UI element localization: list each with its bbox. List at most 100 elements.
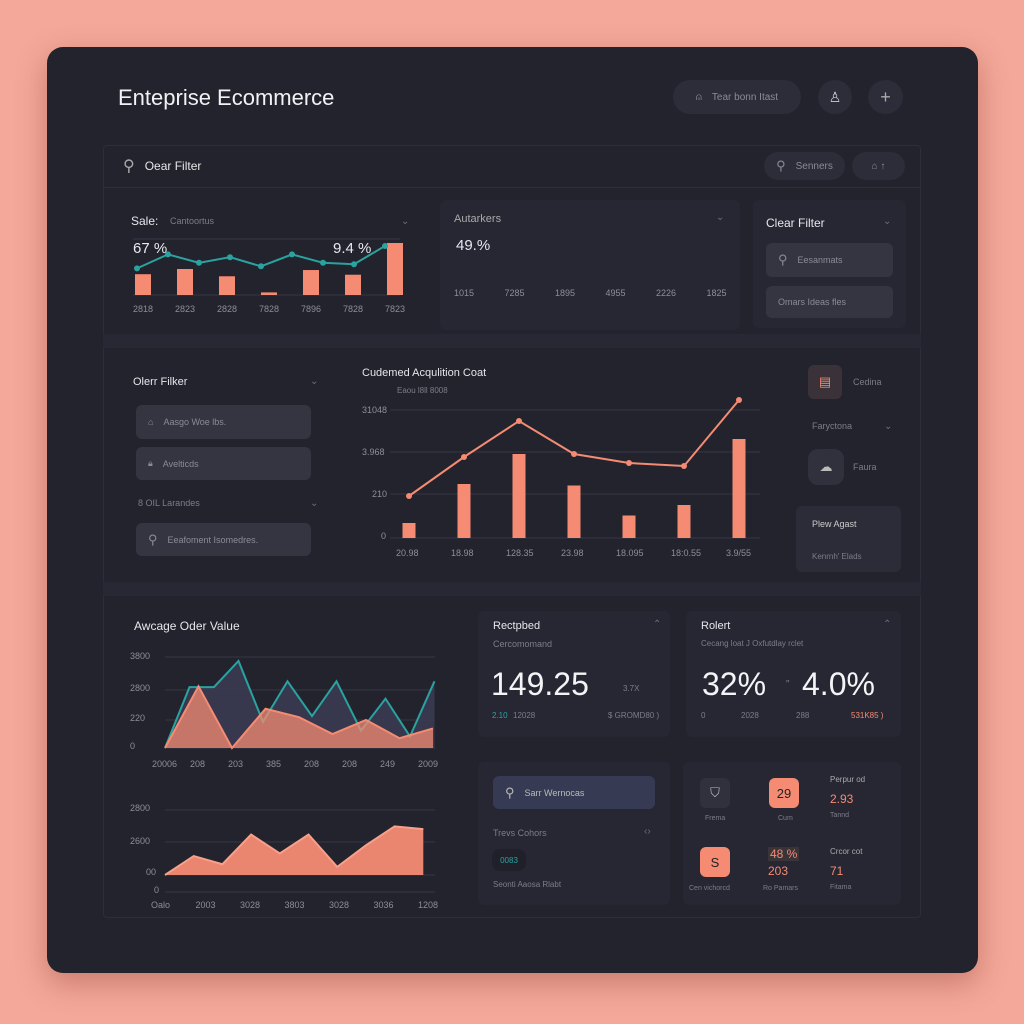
header-pill-button[interactable]: ⍝ Tear bonn Itast: [673, 80, 801, 114]
search-card-input[interactable]: ⚲ Sarr Wernocas: [493, 776, 655, 809]
clear-filter-search[interactable]: ⚲ Eesanmats: [766, 243, 893, 277]
stat-label: Cen vichorcd: [689, 885, 730, 892]
stat-label: Cum: [778, 815, 793, 822]
kpi-value-b: 4.0%: [802, 666, 875, 702]
cac-x-tick: 128.35: [506, 548, 534, 558]
right-item-2: Faura: [853, 462, 877, 472]
aov-y-tick: 0: [130, 741, 136, 751]
plew-agast-box[interactable]: Plew Agast Kenrnh' Elads: [796, 506, 901, 572]
bag-icon[interactable]: ⛉: [700, 778, 730, 808]
stat-label: Ro Pamars: [763, 885, 799, 892]
cac-x-tick: 18.095: [616, 548, 644, 558]
sales-line-point: [134, 265, 140, 272]
left-filter-field-1[interactable]: ⌂ Aasgo Woe lbs.: [136, 405, 311, 439]
stat-value: 2.93: [830, 792, 854, 806]
aov-lower-x-tick: 3036: [373, 900, 394, 910]
search-label: Senners: [795, 160, 833, 172]
left-filter-search[interactable]: ⚲ Eeafoment Isomedres.: [136, 523, 311, 556]
autarkers-x-tick: 4955: [605, 288, 626, 298]
search-button[interactable]: ⚲ Senners: [764, 152, 845, 180]
add-button[interactable]: +: [868, 80, 903, 114]
aov-lower-area: [165, 826, 424, 875]
sales-x-tick: 2818: [133, 304, 154, 314]
aov-x-tick: 385: [266, 759, 282, 769]
field-label: Omars Ideas fles: [778, 297, 847, 307]
left-filter-field-2[interactable]: 🔒︎ Avelticds: [136, 447, 311, 480]
drive-icon: ⌂: [148, 417, 154, 427]
kpi-side: 3.7X: [623, 684, 640, 693]
cloud-icon-button[interactable]: ☁: [808, 449, 844, 485]
filter-label: Oear Filter: [144, 159, 202, 173]
chevron-down-icon[interactable]: ⌄: [401, 216, 410, 227]
receipt-icon-button[interactable]: ▤: [808, 365, 842, 399]
aov-y-tick: 3800: [130, 651, 151, 661]
chevron-down-icon[interactable]: ⌄: [716, 212, 725, 223]
kpi-foot-left: 2.10: [492, 711, 508, 720]
sales-line-point: [165, 251, 171, 258]
aov-x-tick: 20006: [152, 759, 178, 769]
sales-panel: Sale: Cantoortus ⌄ 67 % 9.4 %: [118, 200, 420, 330]
chevron-up-icon[interactable]: ⌃: [883, 619, 892, 630]
chevron-up-icon[interactable]: ⌃: [653, 619, 662, 630]
chevron-down-icon[interactable]: ⌄: [310, 498, 319, 509]
field-label: Avelticds: [162, 458, 199, 469]
aov-x-tick: 203: [228, 759, 244, 769]
stat-title: Perpur od: [830, 775, 866, 784]
cac-title: Cudemed Acqulition Coat: [362, 367, 487, 379]
sales-bar: [219, 276, 235, 295]
stat-value: 71: [830, 864, 844, 878]
chevron-icon[interactable]: ‹›: [644, 826, 651, 837]
cac-x-tick: 18.98: [451, 548, 474, 558]
chevron-down-icon[interactable]: ⌄: [883, 216, 892, 227]
sales-bar: [177, 269, 193, 295]
autarkers-title: Autarkers: [454, 213, 502, 225]
autarkers-x-tick: 1825: [706, 288, 727, 298]
user-icon: ⍝: [695, 91, 702, 103]
aov-y-tick: 220: [130, 713, 146, 723]
cac-bar: [622, 515, 636, 538]
pill-label: Tear bonn Itast: [711, 91, 779, 103]
cac-bar: [402, 523, 416, 538]
chevron-down-icon[interactable]: ⌄: [310, 376, 319, 387]
aov-lower-x-tick: 3028: [240, 900, 261, 910]
field-label: Sarr Wernocas: [524, 787, 585, 798]
cac-line-point: [461, 454, 467, 460]
sales-line-point: [258, 263, 264, 270]
cac-line-point: [516, 418, 522, 424]
aov-teal-area-line: [164, 659, 436, 749]
search-card: ⚲ Sarr Wernocas Trevs Cohors ‹› 0083 Seon…: [478, 762, 670, 905]
sales-x-tick: 7896: [301, 304, 322, 314]
autarkers-panel: Autarkers ⌄ 49.%: [440, 200, 740, 330]
profile-button[interactable]: ♙: [818, 80, 852, 114]
sort-button[interactable]: ⌂ ↑: [852, 152, 905, 180]
field-label: Aasgo Woe lbs.: [163, 417, 227, 427]
cac-y-tick: 0: [381, 531, 387, 541]
sales-right-value: 9.4 %: [333, 240, 372, 257]
cac-y-tick: 210: [372, 489, 388, 499]
stat-title: Crcor cot: [830, 847, 863, 856]
autarkers-value: 49.%: [456, 237, 491, 254]
aov-lower-y-tick: 00: [146, 867, 157, 877]
sales-title: Sale:: [131, 214, 159, 228]
cac-x-tick: 20.98: [396, 548, 419, 558]
aov-lower-x-tick: 2003: [195, 900, 216, 910]
sales-bar: [135, 274, 151, 295]
kpi-foot: 531K85 ): [851, 711, 884, 720]
cac-line-point: [571, 451, 577, 457]
cac-y-tick: 3.968: [362, 447, 385, 457]
clear-filter-title: Clear Filter: [766, 216, 825, 230]
sales-line-point: [289, 251, 295, 258]
aov-lower-y-tick: 0: [154, 885, 160, 895]
right-dropdown[interactable]: Faryctona: [812, 421, 853, 431]
aov-x-tick: 208: [190, 759, 206, 769]
aov-x-tick: 208: [304, 759, 320, 769]
clear-filter-field[interactable]: Omars Ideas fles: [766, 286, 893, 318]
sales-left-value: 67 %: [133, 240, 168, 257]
stat-pct: 48 %: [768, 847, 800, 861]
field-label: Eesanmats: [797, 255, 843, 265]
kpi-foot-mid: 12028: [513, 711, 536, 720]
sales-line-point: [382, 243, 388, 249]
chevron-down-icon[interactable]: ⌄: [884, 421, 893, 432]
filter-bar[interactable]: ⚲ Oear Filter: [103, 145, 921, 188]
cac-bar: [512, 454, 526, 538]
